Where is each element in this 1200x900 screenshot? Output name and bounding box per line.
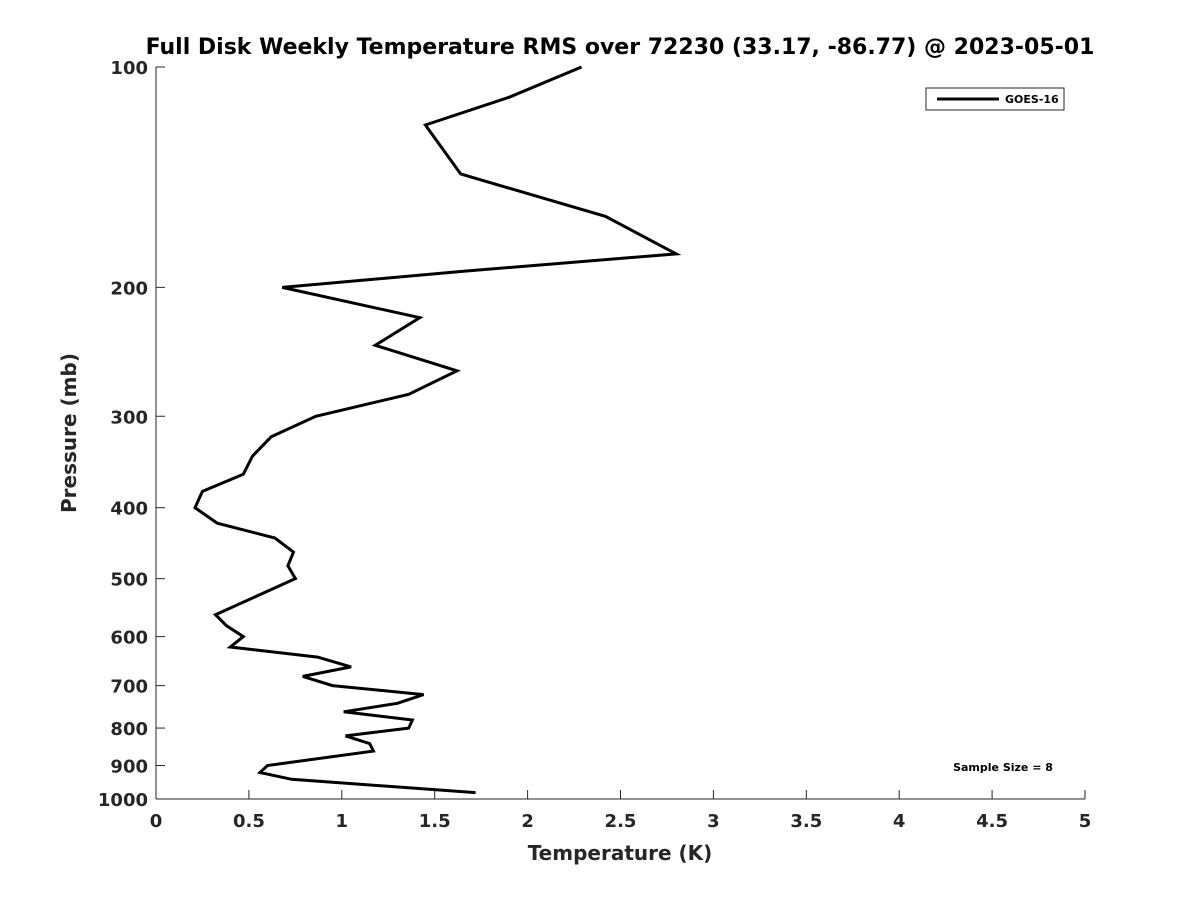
x-tick-label: 0 bbox=[150, 811, 163, 832]
y-tick-label: 100 bbox=[110, 58, 148, 79]
y-tick-label: 1000 bbox=[98, 790, 148, 811]
sample-size-annotation: Sample Size = 8 bbox=[953, 761, 1053, 774]
series-line-goes-16 bbox=[193, 65, 682, 795]
x-tick-label: 5 bbox=[1079, 811, 1092, 832]
x-tick-label: 1 bbox=[336, 811, 349, 832]
x-tick-label: 3.5 bbox=[790, 811, 822, 832]
x-tick-label: 2.5 bbox=[605, 811, 637, 832]
x-tick-label: 4 bbox=[893, 811, 906, 832]
x-tick-label: 4.5 bbox=[976, 811, 1008, 832]
ticks: 0 0.5 1 1.5 2 2.5 3 3.5 4 4.5 5 100 200 300 400 500 600 7… bbox=[98, 58, 1091, 832]
y-tick-label: 700 bbox=[110, 677, 148, 698]
legend: GOES-16 bbox=[925, 87, 1065, 111]
x-tick-label: 3 bbox=[707, 811, 720, 832]
y-tick-label: 800 bbox=[110, 719, 148, 740]
y-tick-label: 600 bbox=[110, 628, 148, 649]
legend-label: GOES-16 bbox=[1005, 93, 1059, 106]
series-lines bbox=[193, 65, 682, 795]
y-axis-label: Pressure (mb) bbox=[57, 353, 81, 513]
x-axis-label: Temperature (K) bbox=[528, 841, 713, 865]
y-tick-label: 400 bbox=[110, 499, 148, 520]
x-tick-label: 2 bbox=[521, 811, 534, 832]
x-tick-label: 1.5 bbox=[419, 811, 451, 832]
chart-title: Full Disk Weekly Temperature RMS over 72… bbox=[146, 35, 1095, 60]
y-tick-label: 200 bbox=[110, 278, 148, 299]
x-tick-label: 0.5 bbox=[233, 811, 265, 832]
y-tick-label: 300 bbox=[110, 407, 148, 428]
axes bbox=[155, 67, 1085, 800]
y-tick-label: 500 bbox=[110, 570, 148, 591]
y-tick-label: 900 bbox=[110, 757, 148, 778]
